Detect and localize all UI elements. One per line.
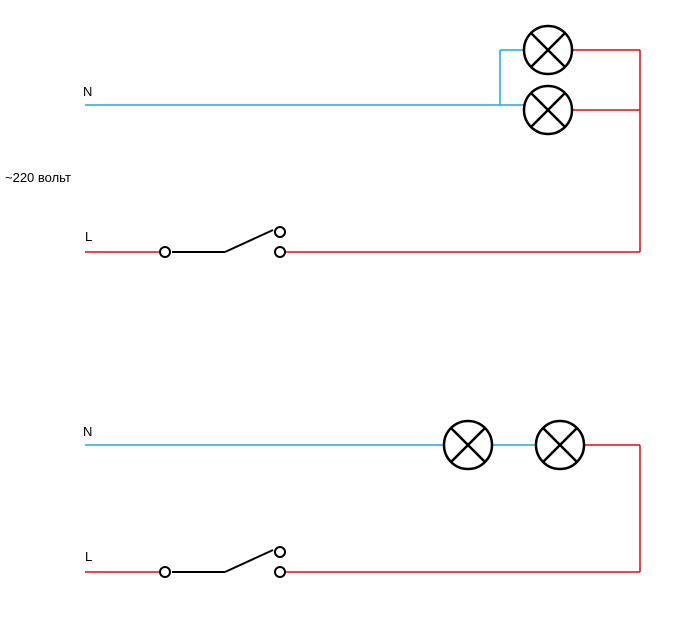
circuit-1 xyxy=(85,26,640,257)
lamp-2-parallel xyxy=(524,86,572,134)
lamp-1-parallel xyxy=(524,26,572,74)
live-label-1: L xyxy=(85,229,92,244)
neutral-label-1: N xyxy=(83,84,92,99)
circuit-svg xyxy=(0,0,685,632)
circuit-2 xyxy=(85,421,640,577)
voltage-label: ~220 вольт xyxy=(5,170,71,185)
lamp-2-series xyxy=(536,421,584,469)
lamp-1-series xyxy=(444,421,492,469)
switch-1 xyxy=(160,227,285,257)
switch-2 xyxy=(160,547,285,577)
live-label-2: L xyxy=(85,549,92,564)
schematic-canvas: ~220 вольт N L N L xyxy=(0,0,685,632)
neutral-label-2: N xyxy=(83,424,92,439)
